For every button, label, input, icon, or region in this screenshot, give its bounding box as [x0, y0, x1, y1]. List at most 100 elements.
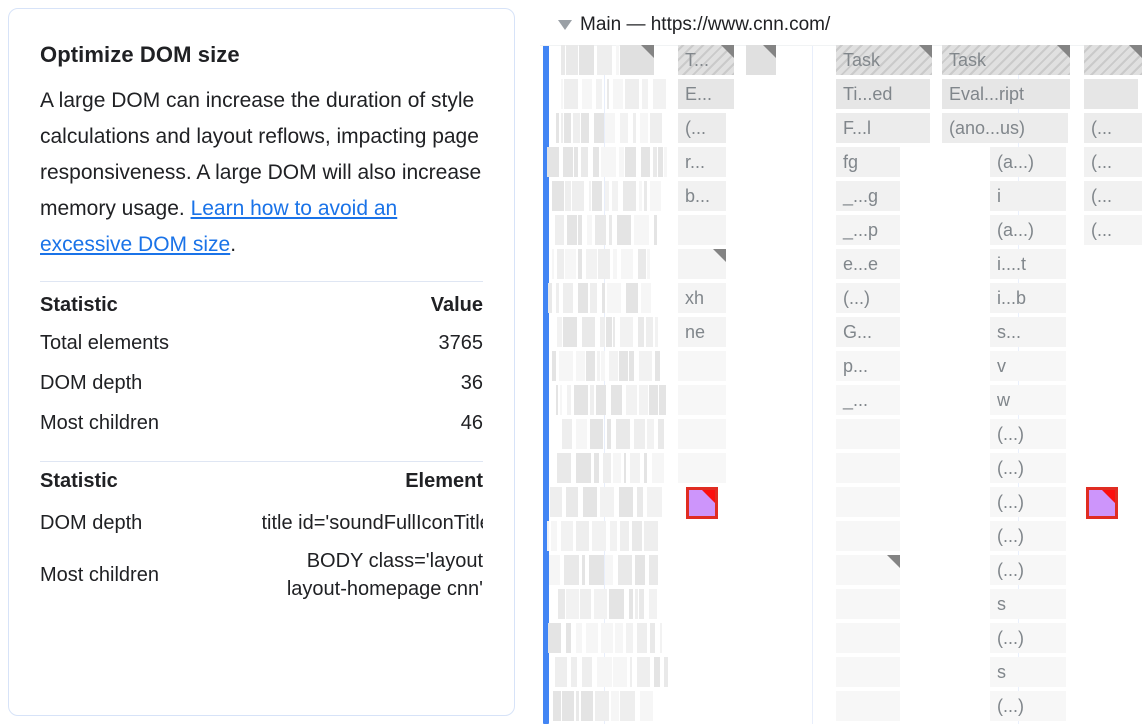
flame-row[interactable]: b... _...g i (...: [540, 181, 1142, 215]
flame-bar[interactable]: [678, 453, 726, 483]
flame-bar[interactable]: r...: [678, 147, 726, 177]
flame-row[interactable]: (...): [540, 487, 1142, 521]
flame-bar[interactable]: _...p: [836, 215, 900, 245]
chevron-down-icon[interactable]: [558, 20, 572, 30]
flame-bar[interactable]: Eval...ript: [942, 79, 1070, 109]
flame-bar[interactable]: e...e: [836, 249, 900, 279]
flame-sliver: [607, 283, 621, 313]
flame-bar[interactable]: ne: [678, 317, 726, 347]
flame-row[interactable]: (...): [540, 691, 1142, 724]
flame-bar[interactable]: w: [990, 385, 1066, 415]
flame-chart-rows[interactable]: T... Task Task E... Ti...ed Eval...ript (... F.…: [540, 45, 1142, 724]
flame-bar[interactable]: i...b: [990, 283, 1066, 313]
flame-bar[interactable]: T...: [678, 45, 734, 75]
flame-bar[interactable]: b...: [678, 181, 726, 211]
flame-sliver: [613, 657, 627, 687]
flame-chart-panel[interactable]: Main — https://www.cnn.com/ T... Task Task…: [540, 0, 1142, 724]
flame-bar[interactable]: fg: [836, 147, 900, 177]
flame-bar[interactable]: G...: [836, 317, 900, 347]
flame-row[interactable]: _... w: [540, 385, 1142, 419]
flame-bar[interactable]: [836, 453, 900, 483]
flame-bar[interactable]: [678, 419, 726, 449]
flame-bar[interactable]: (...): [990, 623, 1066, 653]
flame-bar[interactable]: [620, 45, 654, 75]
flame-sliver: [596, 385, 606, 415]
flame-bar[interactable]: (a...): [990, 215, 1066, 245]
flame-bar[interactable]: E...: [678, 79, 734, 109]
flame-bar[interactable]: [836, 555, 900, 585]
flame-bar[interactable]: [678, 249, 726, 279]
flame-bar[interactable]: _...: [836, 385, 900, 415]
flame-bar[interactable]: s: [990, 589, 1066, 619]
flame-bar[interactable]: s...: [990, 317, 1066, 347]
flame-bar[interactable]: xh: [678, 283, 726, 313]
learn-more-link[interactable]: Learn how to avoid an excessive DOM size: [40, 196, 398, 256]
flame-bar[interactable]: [678, 351, 726, 381]
flame-bar[interactable]: (...): [836, 283, 900, 313]
flame-sliver: [576, 623, 582, 653]
flame-row[interactable]: (...): [540, 555, 1142, 589]
flame-bar[interactable]: (...: [1084, 113, 1142, 143]
flame-bar[interactable]: [678, 385, 726, 415]
flame-bar[interactable]: [746, 45, 776, 75]
flame-row[interactable]: xh (...) i...b: [540, 283, 1142, 317]
flame-row[interactable]: p... v: [540, 351, 1142, 385]
stat-label: Most children: [40, 563, 159, 586]
flame-bar[interactable]: [836, 657, 900, 687]
flame-bar[interactable]: Task: [836, 45, 932, 75]
flame-row[interactable]: (... F...l (ano...us) (...: [540, 113, 1142, 147]
flame-bar[interactable]: _...g: [836, 181, 900, 211]
flame-bar[interactable]: [836, 521, 900, 551]
stat-element-value[interactable]: BODY class='layout layout-homepage cnn': [286, 549, 483, 600]
flame-bar[interactable]: (...): [990, 691, 1066, 721]
flame-bar[interactable]: F...l: [836, 113, 930, 143]
flame-sliver: [582, 317, 595, 347]
flame-bar[interactable]: v: [990, 351, 1066, 381]
flame-bar[interactable]: (a...): [990, 147, 1066, 177]
flame-bar[interactable]: [836, 589, 900, 619]
flame-row[interactable]: T... Task Task: [540, 45, 1142, 79]
flame-row[interactable]: (...): [540, 419, 1142, 453]
flame-row[interactable]: s: [540, 589, 1142, 623]
flame-row[interactable]: (...): [540, 623, 1142, 657]
flame-bar[interactable]: [1084, 79, 1138, 109]
flame-bar[interactable]: [836, 419, 900, 449]
flame-bar[interactable]: [836, 691, 900, 721]
highlighted-event-marker[interactable]: [686, 487, 718, 519]
flame-bar[interactable]: (...): [990, 487, 1066, 517]
flame-bar[interactable]: [836, 623, 900, 653]
flame-bar[interactable]: (...): [990, 419, 1066, 449]
flame-bar[interactable]: [678, 215, 726, 245]
flame-bar[interactable]: [1084, 45, 1142, 75]
flame-sliver: [640, 691, 653, 721]
flame-bar[interactable]: i....t: [990, 249, 1066, 279]
flame-bar[interactable]: Task: [942, 45, 1070, 75]
flame-bar[interactable]: (...): [990, 521, 1066, 551]
track-header[interactable]: Main — https://www.cnn.com/: [540, 0, 1142, 46]
stat-element-value[interactable]: title id='soundFullIconTitle': [261, 511, 484, 534]
flame-sliver: [566, 45, 578, 75]
flame-bar[interactable]: s: [990, 657, 1066, 687]
flame-bar[interactable]: (...: [1084, 215, 1142, 245]
flame-row[interactable]: ne G... s...: [540, 317, 1142, 351]
highlighted-event-marker[interactable]: [1086, 487, 1118, 519]
table-row: DOM depth title id='soundFullIconTitle': [40, 501, 483, 539]
flame-row[interactable]: r... fg (a...) (...: [540, 147, 1142, 181]
flame-bar[interactable]: i: [990, 181, 1066, 211]
flame-row[interactable]: e...e i....t: [540, 249, 1142, 283]
flame-bar[interactable]: p...: [836, 351, 900, 381]
track-title-row[interactable]: Main — https://www.cnn.com/: [558, 14, 830, 36]
flame-bar[interactable]: (...): [990, 555, 1066, 585]
flame-row[interactable]: s: [540, 657, 1142, 691]
flame-row[interactable]: (...): [540, 453, 1142, 487]
flame-bar[interactable]: [836, 487, 900, 517]
flame-bar[interactable]: (...: [678, 113, 726, 143]
flame-row[interactable]: (...): [540, 521, 1142, 555]
flame-bar[interactable]: Ti...ed: [836, 79, 930, 109]
flame-bar[interactable]: (ano...us): [942, 113, 1068, 143]
flame-row[interactable]: E... Ti...ed Eval...ript: [540, 79, 1142, 113]
flame-bar[interactable]: (...): [990, 453, 1066, 483]
flame-bar[interactable]: (...: [1084, 147, 1142, 177]
flame-bar[interactable]: (...: [1084, 181, 1142, 211]
flame-row[interactable]: _...p (a...) (...: [540, 215, 1142, 249]
